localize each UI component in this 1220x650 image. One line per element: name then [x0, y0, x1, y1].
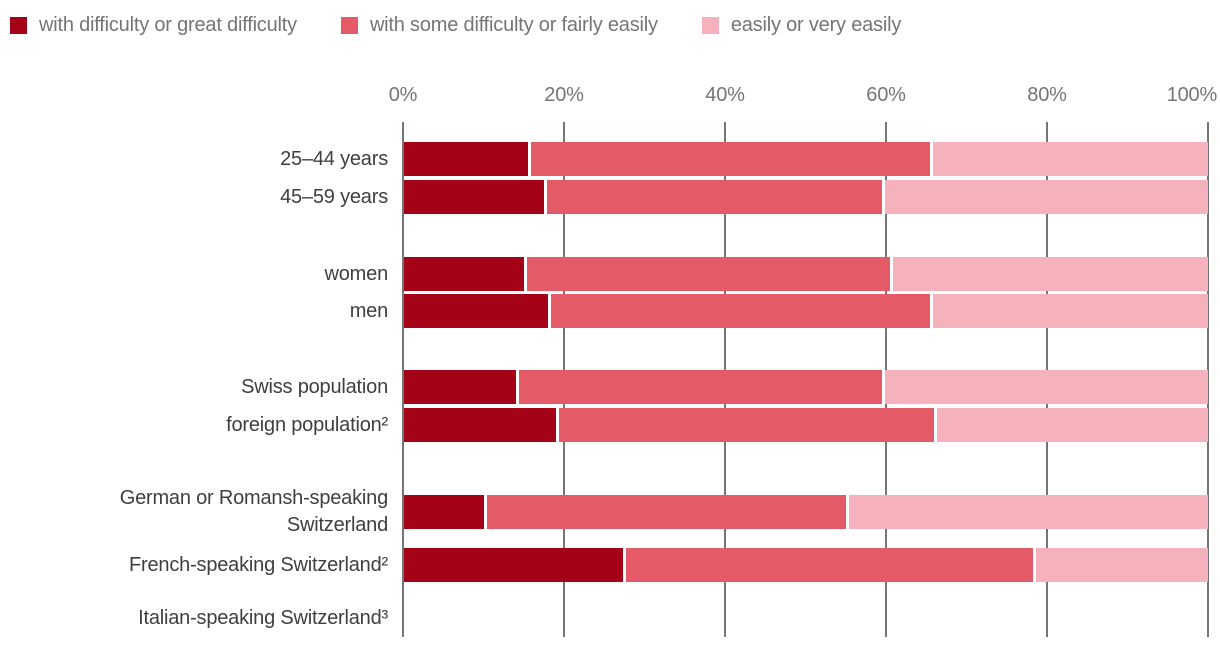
legend-item: with difficulty or great difficulty — [10, 14, 297, 37]
bar-segment-2 — [892, 257, 1208, 291]
row-label: German or Romansh-speaking Switzerland — [119, 487, 388, 536]
row-label: 25–44 years — [280, 147, 388, 170]
bar-segment-0 — [404, 548, 624, 582]
bar-segment-1 — [530, 142, 930, 176]
bar-segment-1 — [518, 370, 882, 404]
axis-tick-label: 20% — [544, 84, 584, 106]
bar-segment-0 — [404, 495, 484, 529]
legend-color-swatch — [10, 17, 27, 34]
legend-color-swatch — [701, 17, 719, 34]
bar-segment-0 — [404, 408, 556, 442]
legend-color-swatch — [340, 17, 358, 34]
bar-segment-1 — [546, 180, 882, 214]
row-label: men — [349, 299, 389, 322]
legend-label: with difficulty or great difficulty — [39, 14, 297, 36]
bar-segment-2 — [848, 495, 1208, 529]
bar-segment-1 — [486, 495, 846, 529]
legend-item: easily or very easily — [701, 14, 902, 37]
bar-segment-2 — [884, 180, 1208, 214]
row-label: foreign population² — [226, 413, 388, 436]
bar-segment-0 — [404, 294, 548, 328]
bar-row — [404, 408, 1208, 442]
legend-item: with some difficulty or fairly easily — [340, 14, 658, 37]
bar-row — [404, 495, 1208, 529]
row-label: Italian-speaking Switzerland³ — [138, 606, 388, 629]
bar-segment-1 — [558, 408, 934, 442]
bar-segment-2 — [884, 370, 1208, 404]
bar-segment-0 — [404, 257, 524, 291]
chart-legend: with difficulty or great difficulty with … — [10, 14, 901, 37]
bar-row — [404, 294, 1208, 328]
row-label: women — [324, 262, 389, 285]
gridline — [402, 122, 404, 637]
axis-tick-label: 0% — [388, 84, 418, 106]
bar-segment-0 — [404, 180, 544, 214]
axis-tick-label: 80% — [1027, 84, 1067, 106]
bar-row — [404, 257, 1208, 291]
bar-segment-1 — [526, 257, 890, 291]
bar-row — [404, 548, 1208, 582]
bar-segment-2 — [932, 142, 1208, 176]
legend-label: with some difficulty or fairly easily — [369, 14, 658, 36]
bar-segment-0 — [404, 142, 528, 176]
bar-segment-2 — [936, 408, 1208, 442]
bar-segment-2 — [932, 294, 1208, 328]
bar-segment-1 — [626, 548, 1034, 582]
gridline — [1207, 122, 1209, 637]
bar-segment-2 — [1036, 548, 1208, 582]
bar-segment-0 — [404, 370, 516, 404]
axis-tick-label: 60% — [866, 84, 906, 106]
legend-label: easily or very easily — [730, 14, 902, 36]
bar-segment-1 — [550, 294, 930, 328]
axis-tick-label: 100% — [1166, 84, 1218, 106]
row-label: Swiss population — [241, 375, 388, 398]
row-label: French-speaking Switzerland² — [129, 553, 388, 576]
bar-row — [404, 142, 1208, 176]
axis-tick-label: 40% — [705, 84, 745, 106]
bar-row — [404, 370, 1208, 404]
bar-row — [404, 180, 1208, 214]
row-label: 45–59 years — [280, 185, 388, 208]
